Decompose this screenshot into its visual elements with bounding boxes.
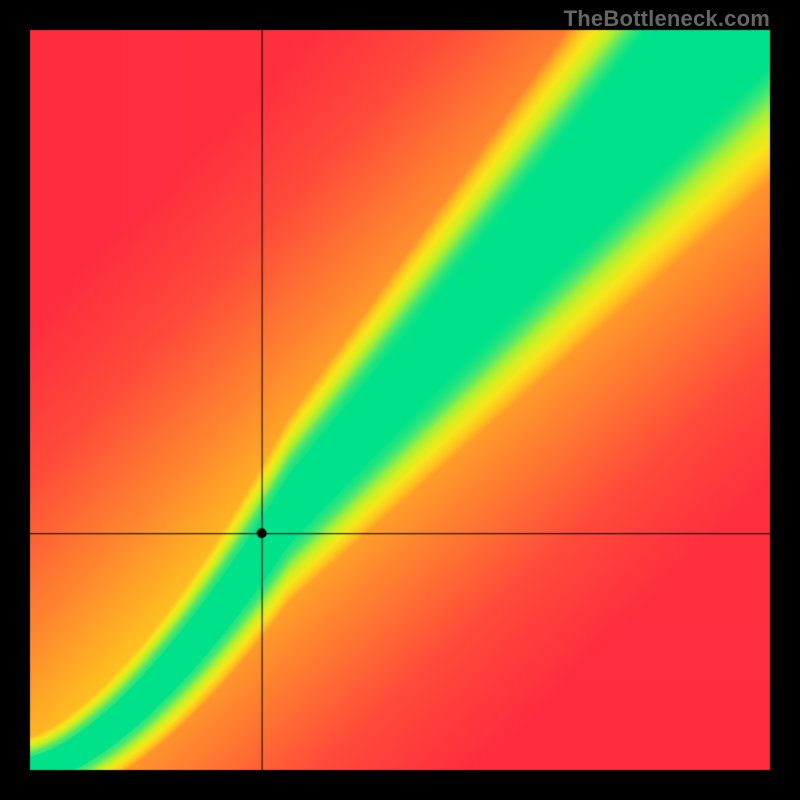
heatmap-canvas bbox=[0, 0, 800, 800]
chart-container: TheBottleneck.com bbox=[0, 0, 800, 800]
watermark-text: TheBottleneck.com bbox=[564, 6, 770, 32]
